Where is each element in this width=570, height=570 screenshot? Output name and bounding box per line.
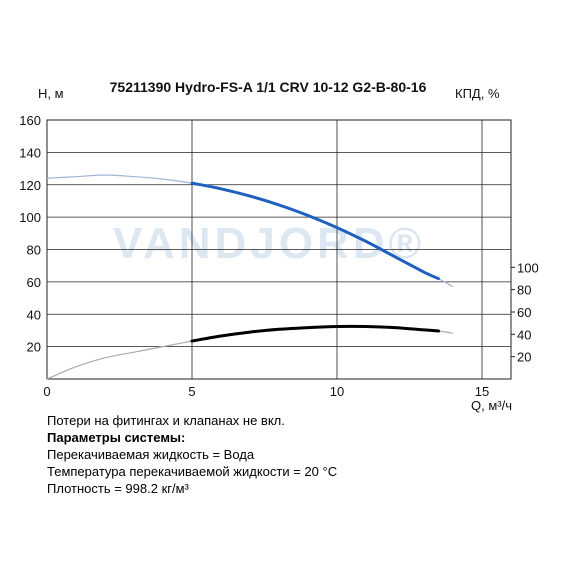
y-tick-label: 40	[27, 307, 41, 322]
note-liquid: Перекачиваемая жидкость = Вода	[47, 447, 255, 462]
y-tick-label: 60	[27, 275, 41, 290]
x-tick-label: 15	[475, 384, 489, 399]
note-fittings: Потери на фитингах и клапанах не вкл.	[47, 413, 285, 428]
y-tick-label: 120	[19, 178, 41, 193]
series-layer	[46, 174, 454, 380]
chart-title: 75211390 Hydro-FS-A 1/1 CRV 10-12 G2-B-8…	[110, 79, 427, 95]
note-params-heading: Параметры системы:	[47, 430, 186, 445]
y2-tick-label: 20	[517, 350, 531, 365]
x-tick-label: 0	[43, 384, 50, 399]
note-temperature: Температура перекачиваемой жидкости = 20…	[47, 464, 338, 479]
y-axis-label: H, м	[38, 86, 64, 101]
x-axis-label: Q, м³/ч	[471, 398, 512, 413]
y2-tick-label: 80	[517, 283, 531, 298]
system-notes: Потери на фитингах и клапанах не вкл. Па…	[47, 412, 337, 497]
y2-tick-label: 40	[517, 327, 531, 342]
y-tick-label: 80	[27, 243, 41, 258]
efficiency-curve-full	[46, 325, 454, 380]
y-tick-label: 140	[19, 145, 41, 160]
axes-layer: 0 5 10 15 20 40 60 80 100 120 140 160 20 40 60 80 100	[19, 113, 538, 399]
x-tick-label: 5	[188, 384, 195, 399]
text-layer: 75211390 Hydro-FS-A 1/1 CRV 10-12 G2-B-8…	[38, 79, 512, 413]
grid-layer	[47, 119, 511, 379]
y-tick-label: 160	[19, 113, 41, 128]
y2-axis-label: КПД, %	[455, 86, 500, 101]
efficiency-curve-operating	[190, 324, 440, 343]
watermark-text: VANDJORD®	[113, 219, 425, 268]
y-tick-label: 20	[27, 340, 41, 355]
y-tick-label: 100	[19, 210, 41, 225]
note-density: Плотность = 998.2 кг/м³	[47, 481, 189, 496]
watermark-layer: VANDJORD®	[113, 219, 425, 268]
x-tick-label: 10	[330, 384, 344, 399]
head-curve-operating	[190, 181, 440, 281]
y2-tick-label: 100	[517, 260, 539, 275]
y2-tick-label: 60	[517, 305, 531, 320]
